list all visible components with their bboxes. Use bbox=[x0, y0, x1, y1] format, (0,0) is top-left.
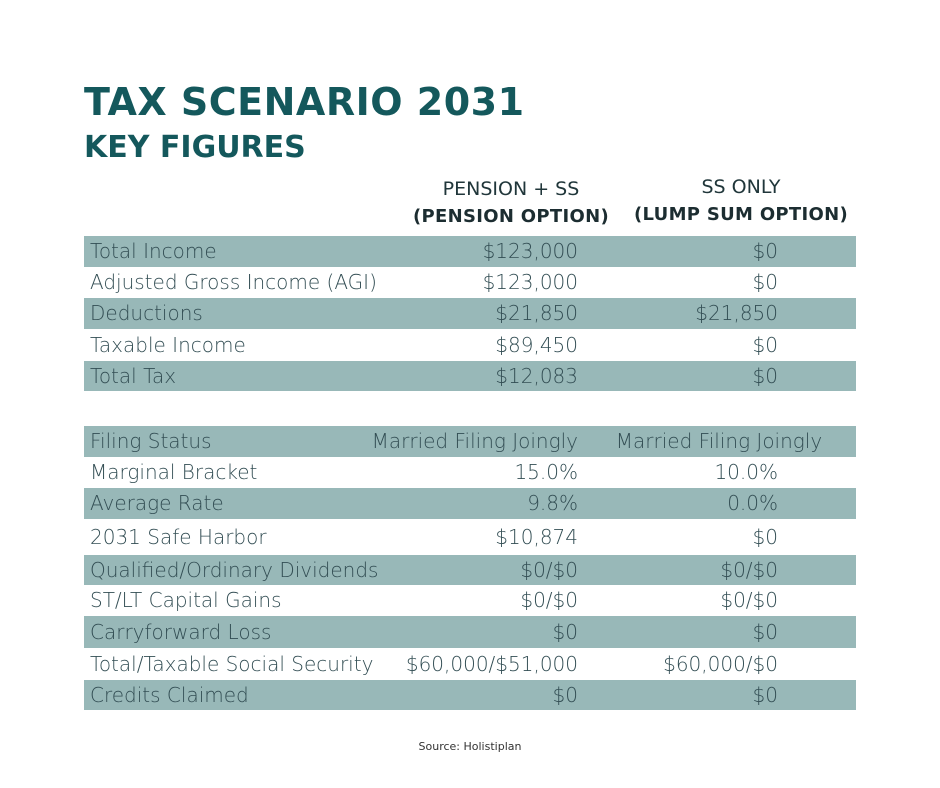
table-row: Taxable Income $89,450 $0 bbox=[84, 329, 856, 361]
pension-option-value: $0/$0 bbox=[520, 588, 578, 612]
row-label: Carryforward Loss bbox=[90, 620, 272, 644]
lump-sum-option-value: Married Filing Joingly bbox=[615, 429, 823, 453]
lump-sum-option-value: $0 bbox=[752, 364, 778, 388]
table-row: Total/Taxable Social Security $60,000/$5… bbox=[84, 648, 856, 680]
table-row: Qualified/Ordinary Dividends $0/$0 $0/$0 bbox=[84, 555, 856, 585]
lump-sum-option-value: $0/$0 bbox=[720, 558, 778, 582]
pension-option-value: $10,874 bbox=[495, 525, 578, 549]
source-note: Source: Holistiplan bbox=[418, 740, 522, 753]
column-header-line2: (LUMP SUM OPTION) bbox=[634, 204, 848, 225]
lump-sum-option-value: $60,000/$0 bbox=[663, 652, 778, 676]
row-label: Qualified/Ordinary Dividends bbox=[90, 558, 379, 582]
pension-option-value: $89,450 bbox=[495, 333, 578, 357]
table-row: Marginal Bracket 15.0% 10.0% bbox=[84, 457, 856, 488]
row-label: 2031 Safe Harbor bbox=[90, 525, 267, 549]
lump-sum-option-value: $0 bbox=[752, 270, 778, 294]
pension-option-value: $12,083 bbox=[495, 364, 578, 388]
table-row: Average Rate 9.8% 0.0% bbox=[84, 488, 856, 519]
table-row: Deductions $21,850 $21,850 bbox=[84, 298, 856, 329]
column-header-line1: SS ONLY bbox=[701, 176, 781, 198]
column-header-lump-sum-option: SS ONLY (LUMP SUM OPTION) bbox=[626, 174, 856, 230]
income-table: Total Income $123,000 $0 Adjusted Gross … bbox=[84, 236, 856, 391]
table-row: Carryforward Loss $0 $0 bbox=[84, 616, 856, 648]
row-label: Average Rate bbox=[90, 491, 224, 515]
details-table: Filing Status Married Filing Joingly Mar… bbox=[84, 426, 856, 710]
row-label: Total/Taxable Social Security bbox=[90, 652, 374, 676]
lump-sum-option-value: $0 bbox=[752, 525, 778, 549]
table-row: 2031 Safe Harbor $10,874 $0 bbox=[84, 519, 856, 555]
lump-sum-option-value: $21,850 bbox=[695, 301, 778, 325]
row-label: Credits Claimed bbox=[90, 683, 249, 707]
lump-sum-option-value: 0.0% bbox=[727, 491, 778, 515]
table-row: Credits Claimed $0 $0 bbox=[84, 680, 856, 710]
column-header-line2: (PENSION OPTION) bbox=[413, 206, 609, 227]
table-row: ST/LT Capital Gains $0/$0 $0/$0 bbox=[84, 585, 856, 616]
page-title: TAX SCENARIO 2031 bbox=[84, 80, 525, 124]
column-header-pension-option: PENSION + SS (PENSION OPTION) bbox=[400, 176, 622, 232]
row-label: Taxable Income bbox=[90, 333, 246, 357]
lump-sum-option-value: $0 bbox=[752, 620, 778, 644]
pension-option-value: $123,000 bbox=[482, 239, 578, 263]
pension-option-value: $0 bbox=[552, 620, 578, 644]
page-subtitle: KEY FIGURES bbox=[84, 130, 306, 165]
pension-option-value: $60,000/$51,000 bbox=[405, 652, 578, 676]
column-header-line1: PENSION + SS bbox=[442, 178, 580, 200]
table-row: Total Income $123,000 $0 bbox=[84, 236, 856, 267]
lump-sum-option-value: $0 bbox=[752, 333, 778, 357]
row-label: Total Income bbox=[90, 239, 217, 263]
table-row: Filing Status Married Filing Joingly Mar… bbox=[84, 426, 856, 457]
lump-sum-option-value: $0 bbox=[752, 683, 778, 707]
pension-option-value: $21,850 bbox=[495, 301, 578, 325]
pension-option-value: $0 bbox=[552, 683, 578, 707]
row-label: Filing Status bbox=[90, 429, 212, 453]
row-label: ST/LT Capital Gains bbox=[90, 588, 282, 612]
row-label: Marginal Bracket bbox=[90, 460, 258, 484]
table-row: Adjusted Gross Income (AGI) $123,000 $0 bbox=[84, 267, 856, 298]
pension-option-value: $123,000 bbox=[482, 270, 578, 294]
table-row: Total Tax $12,083 $0 bbox=[84, 361, 856, 391]
lump-sum-option-value: $0 bbox=[752, 239, 778, 263]
pension-option-value: $0/$0 bbox=[520, 558, 578, 582]
pension-option-value: 9.8% bbox=[527, 491, 578, 515]
row-label: Adjusted Gross Income (AGI) bbox=[90, 270, 377, 294]
row-label: Deductions bbox=[90, 301, 203, 325]
pension-option-value: 15.0% bbox=[514, 460, 578, 484]
row-label: Total Tax bbox=[90, 364, 177, 388]
lump-sum-option-value: 10.0% bbox=[714, 460, 778, 484]
pension-option-value: Married Filing Joingly bbox=[371, 429, 578, 453]
lump-sum-option-value: $0/$0 bbox=[720, 588, 778, 612]
